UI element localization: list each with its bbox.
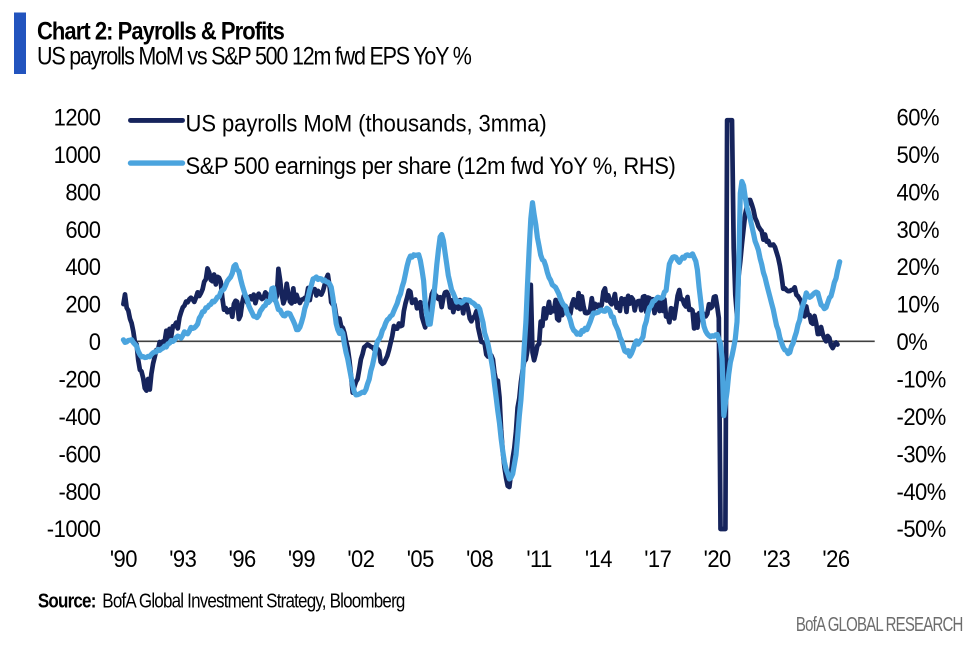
svg-text:0: 0 xyxy=(89,328,101,355)
svg-text:'23: '23 xyxy=(763,545,790,572)
svg-text:'90: '90 xyxy=(110,545,137,572)
svg-text:S&P 500 earnings per share (12: S&P 500 earnings per share (12m fwd YoY … xyxy=(186,152,676,179)
svg-text:60%: 60% xyxy=(897,104,940,131)
svg-text:Chart 2: Payrolls & Profits: Chart 2: Payrolls & Profits xyxy=(37,17,285,45)
svg-text:'93: '93 xyxy=(169,545,196,572)
svg-text:1200: 1200 xyxy=(54,104,101,131)
svg-text:200: 200 xyxy=(65,291,100,318)
svg-text:-800: -800 xyxy=(58,478,100,505)
svg-text:'05: '05 xyxy=(407,545,434,572)
svg-text:Source:: Source: xyxy=(38,589,96,612)
svg-text:'14: '14 xyxy=(585,545,613,572)
svg-text:1000: 1000 xyxy=(54,141,101,168)
svg-text:20%: 20% xyxy=(897,253,940,280)
svg-text:-600: -600 xyxy=(58,440,100,467)
svg-text:600: 600 xyxy=(65,216,100,243)
svg-text:-1000: -1000 xyxy=(47,515,101,542)
svg-text:'11: '11 xyxy=(526,545,552,572)
svg-text:-400: -400 xyxy=(58,403,100,430)
svg-text:50%: 50% xyxy=(897,141,940,168)
svg-text:'96: '96 xyxy=(229,545,256,572)
svg-text:'99: '99 xyxy=(288,545,315,572)
svg-text:'26: '26 xyxy=(822,545,849,572)
svg-text:-10%: -10% xyxy=(897,366,946,393)
svg-text:40%: 40% xyxy=(897,178,940,205)
svg-text:10%: 10% xyxy=(897,291,940,318)
svg-text:BofA Global Investment Strateg: BofA Global Investment Strategy, Bloombe… xyxy=(102,589,405,612)
svg-text:-200: -200 xyxy=(58,366,100,393)
svg-text:US payrolls MoM vs S&P 500 12m: US payrolls MoM vs S&P 500 12m fwd EPS Y… xyxy=(37,42,471,70)
svg-text:'02: '02 xyxy=(347,545,374,572)
svg-text:-30%: -30% xyxy=(897,440,946,467)
svg-text:800: 800 xyxy=(65,178,100,205)
svg-text:0%: 0% xyxy=(897,328,928,355)
svg-text:-40%: -40% xyxy=(897,478,946,505)
svg-text:'08: '08 xyxy=(466,545,493,572)
svg-text:-50%: -50% xyxy=(897,515,946,542)
svg-text:'17: '17 xyxy=(644,545,671,572)
svg-text:US payrolls MoM (thousands, 3m: US payrolls MoM (thousands, 3mma) xyxy=(186,109,547,136)
svg-text:BofA GLOBAL RESEARCH: BofA GLOBAL RESEARCH xyxy=(796,613,963,636)
svg-text:'20: '20 xyxy=(704,545,731,572)
svg-text:30%: 30% xyxy=(897,216,940,243)
svg-text:-20%: -20% xyxy=(897,403,946,430)
svg-text:400: 400 xyxy=(65,253,100,280)
